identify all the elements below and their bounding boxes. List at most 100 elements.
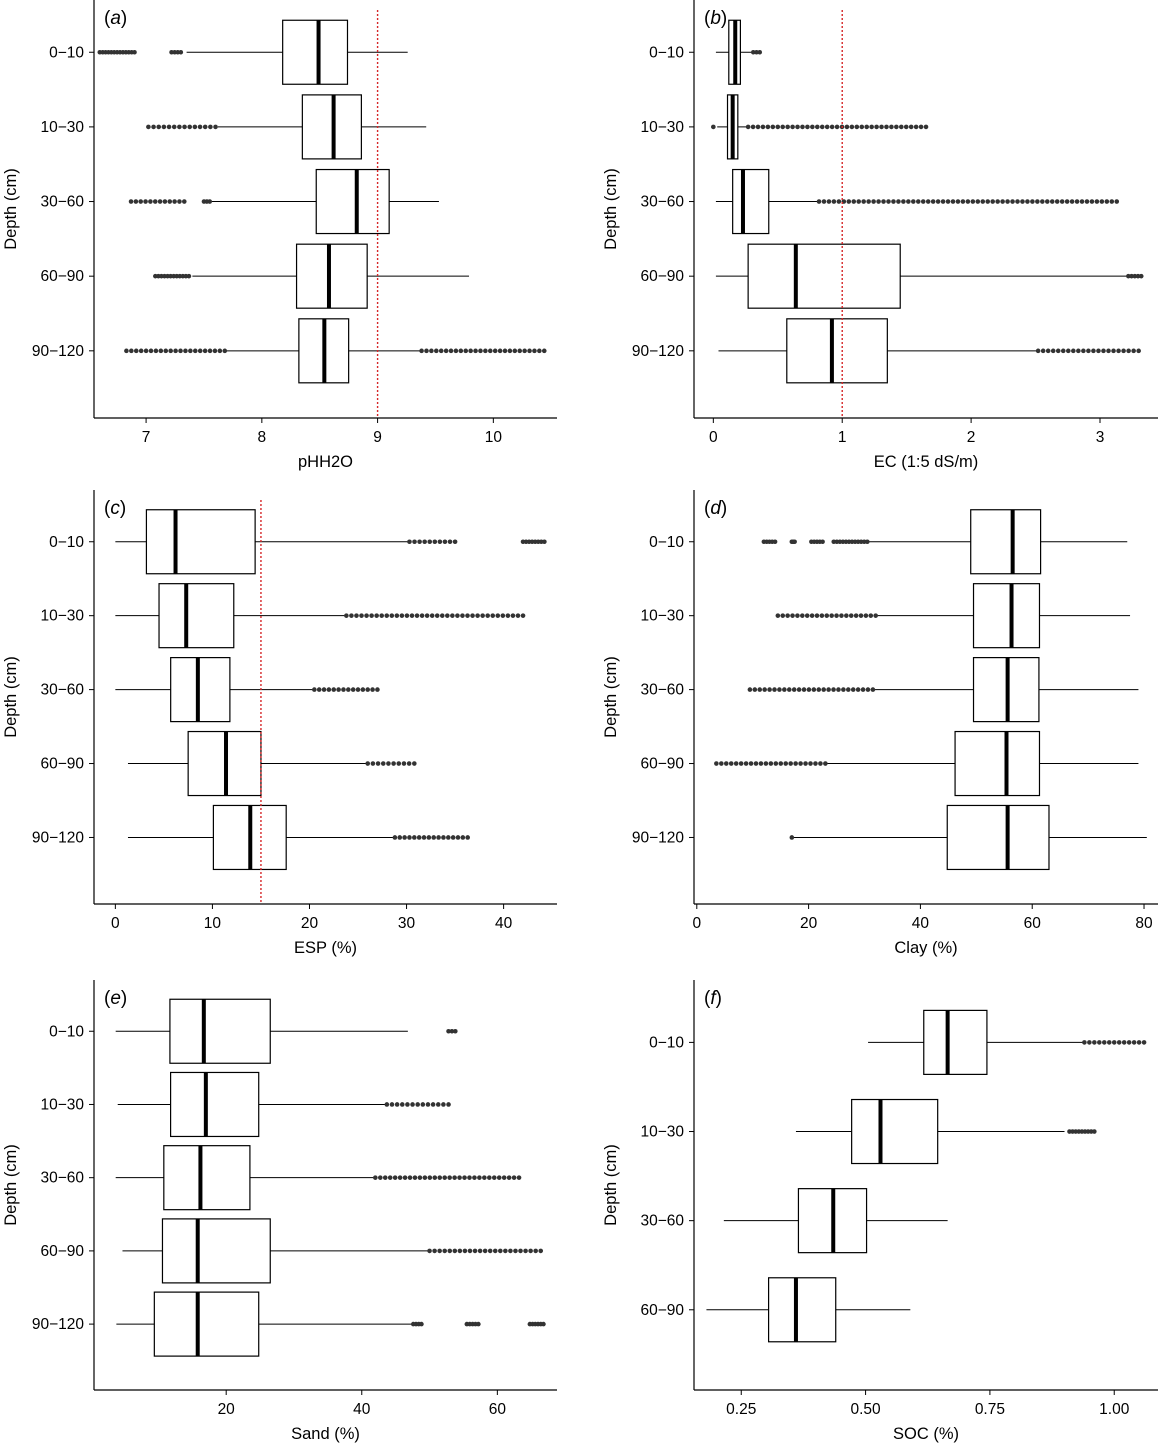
outlier-point (379, 613, 385, 618)
outlier-point (156, 124, 162, 130)
outlier-point (192, 348, 198, 354)
outlier-point (743, 761, 749, 766)
outlier-point (207, 199, 213, 204)
outlier-point (889, 124, 894, 130)
outlier-point (1129, 273, 1134, 279)
outlier-point (419, 1321, 424, 1327)
box-0−10 (761, 509, 1128, 575)
outlier-point (808, 761, 813, 766)
outlier-point (143, 348, 149, 354)
y-tick-label: 0−10 (49, 44, 84, 61)
outlier-point (425, 1102, 431, 1107)
outlier-point (818, 761, 823, 766)
outlier-point (831, 199, 837, 204)
outlier-point (207, 348, 213, 354)
outlier-point (884, 124, 889, 130)
iqr-box (158, 583, 235, 649)
outlier-point (747, 687, 753, 692)
outlier-point (975, 199, 981, 204)
outlier-point (945, 199, 951, 204)
outlier-point (1082, 1040, 1087, 1045)
iqr-box (161, 1218, 271, 1284)
x-tick-label: 0 (111, 915, 120, 932)
panel-letter: b (710, 8, 721, 29)
outlier-point (133, 199, 139, 204)
outlier-point (178, 348, 183, 354)
outlier-point (770, 124, 776, 130)
outlier-point (1060, 348, 1066, 354)
outlier-point (517, 348, 523, 354)
y-tick-label: 90−120 (32, 343, 85, 360)
outlier-point (1132, 273, 1138, 279)
outlier-point (341, 687, 346, 692)
outlier-point (886, 199, 891, 204)
outlier-point (1096, 348, 1101, 354)
outlier-point (1079, 199, 1085, 204)
x-axis-title: EC (1:5 dS/m) (874, 453, 979, 471)
outlier-point (442, 539, 448, 545)
outlier-point (1135, 273, 1141, 279)
x-tick-label: 60 (1024, 915, 1042, 932)
outlier-point (394, 613, 400, 618)
x-tick-label: 1.00 (1099, 1401, 1130, 1418)
iqr-box (145, 509, 256, 575)
outlier-point (412, 761, 417, 766)
outlier-point (202, 124, 208, 130)
outlier-point (422, 539, 427, 545)
outlier-point (775, 613, 781, 618)
box-90−120 (789, 804, 1147, 871)
y-tick-label: 30−60 (640, 194, 684, 211)
outlier-point (1101, 348, 1106, 354)
outlier-point (868, 613, 874, 618)
outlier-point (839, 613, 844, 618)
outlier-point (845, 687, 851, 692)
outlier-point (820, 539, 825, 545)
outlier-point (876, 199, 881, 204)
outlier-point (844, 124, 850, 130)
outlier-point (187, 124, 193, 130)
outlier-point (750, 124, 756, 130)
outlier-point (433, 348, 439, 354)
iqr-box (954, 730, 1041, 797)
outlier-point (483, 348, 488, 354)
outlier-point (811, 687, 817, 692)
outlier-point (903, 124, 909, 130)
outlier-point (773, 761, 779, 766)
outlier-point (419, 348, 424, 354)
outlier-point (168, 348, 173, 354)
outlier-point (427, 1248, 432, 1254)
outlier-point (492, 1248, 498, 1254)
x-axis-title: ESP (%) (294, 939, 357, 957)
outlier-point (1015, 199, 1020, 204)
box-0−10 (115, 998, 458, 1064)
outlier-point (424, 348, 429, 354)
outlier-point (846, 199, 852, 204)
panel-letter: a (110, 8, 121, 29)
outlier-point (158, 348, 164, 354)
y-tick-label: 30−60 (640, 1213, 684, 1230)
outlier-point (1065, 348, 1071, 354)
outlier-point (434, 613, 440, 618)
x-tick-label: 80 (1135, 915, 1153, 932)
outlier-point (780, 124, 786, 130)
outlier-point (1126, 273, 1131, 279)
outlier-point (406, 761, 412, 766)
outlier-point (860, 687, 866, 692)
outlier-point (1126, 1040, 1132, 1045)
outlier-point (477, 1175, 482, 1180)
outlier-point (980, 199, 986, 204)
outlier-point (457, 1248, 463, 1254)
x-tick-label: 30 (398, 915, 416, 932)
outlier-point (1040, 348, 1046, 354)
outlier-point (858, 613, 864, 618)
outlier-point (762, 687, 767, 692)
y-tick-label: 30−60 (640, 682, 684, 699)
outlier-point (1089, 199, 1095, 204)
panel-label-open: ( (704, 988, 711, 1009)
outlier-point (750, 49, 756, 55)
outlier-point (1081, 348, 1086, 354)
outlier-point (391, 761, 396, 766)
panel-label-close: ) (120, 498, 126, 519)
outlier-point (513, 1248, 518, 1254)
